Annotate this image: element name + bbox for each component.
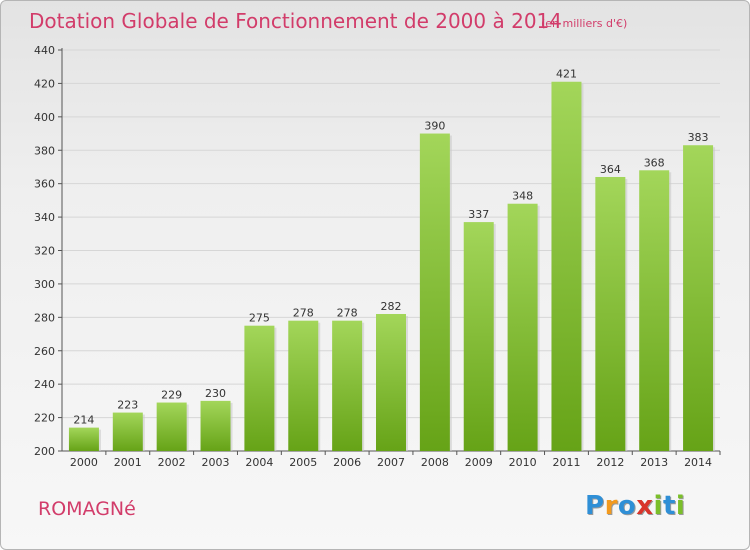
logo-letter: i — [675, 491, 686, 521]
bar — [507, 203, 538, 451]
bar-value-label: 229 — [161, 389, 182, 402]
bar — [595, 176, 626, 451]
y-tick-label: 380 — [34, 144, 55, 157]
bar-value-label: 282 — [381, 300, 402, 313]
logo-letter: i — [653, 491, 663, 521]
bar — [244, 325, 275, 451]
y-tick-label: 300 — [34, 278, 55, 291]
x-tick-label: 2011 — [552, 456, 580, 469]
y-tick-label: 280 — [34, 311, 55, 324]
bar — [68, 427, 99, 451]
commune-name: ROMAGNé — [38, 498, 136, 520]
x-tick-label: 2006 — [333, 456, 361, 469]
bar — [639, 170, 670, 452]
x-tick-label: 2012 — [596, 456, 624, 469]
x-tick-label: 2000 — [70, 456, 98, 469]
proxiti-logo: Proxiti — [585, 491, 685, 521]
x-tick-label: 2001 — [114, 456, 142, 469]
y-tick-label: 400 — [34, 111, 55, 124]
y-axis-ticks: 200 220 240 260 280 300 320 340 360 380 400 420 440 — [34, 44, 62, 458]
x-tick-label: 2010 — [509, 456, 537, 469]
chart-unit: (en milliers d'€) — [541, 17, 628, 30]
bar-value-label: 421 — [556, 68, 577, 81]
bar-value-label: 278 — [293, 307, 314, 320]
y-tick-label: 220 — [34, 412, 55, 425]
bar-value-label: 368 — [644, 156, 665, 169]
bar — [463, 222, 494, 451]
bar — [112, 412, 143, 451]
x-axis-ticks: 2000 2001 2002 2003 2004 2005 2006 2007 2008 2009… — [70, 451, 721, 469]
y-tick-label: 340 — [34, 211, 55, 224]
bar-value-label: 223 — [117, 399, 138, 412]
bar — [419, 133, 450, 451]
bar — [376, 313, 406, 451]
x-tick-label: 2002 — [158, 456, 186, 469]
bar — [332, 320, 363, 451]
bar — [551, 81, 582, 451]
logo-letter: o — [617, 491, 637, 521]
bar-value-label: 337 — [468, 208, 489, 221]
bar — [288, 320, 319, 451]
bar-value-label: 278 — [337, 307, 358, 320]
x-tick-label: 2013 — [640, 456, 668, 469]
y-tick-label: 260 — [34, 345, 55, 358]
bar-value-label: 348 — [512, 190, 533, 203]
x-tick-label: 2008 — [421, 456, 449, 469]
bar-value-label: 364 — [600, 163, 621, 176]
bar-value-label: 230 — [205, 387, 226, 400]
logo-letter: P — [585, 491, 605, 521]
y-tick-label: 360 — [34, 178, 55, 191]
bar-value-label: 214 — [73, 414, 94, 427]
x-tick-label: 2003 — [202, 456, 230, 469]
chart-title: Dotation Globale de Fonctionnement de 20… — [29, 9, 562, 33]
bar — [156, 402, 187, 451]
bar-value-label: 383 — [688, 131, 709, 144]
logo-letter: r — [604, 491, 618, 521]
x-tick-label: 2014 — [684, 456, 712, 469]
y-tick-label: 320 — [34, 245, 55, 258]
logo-letter: t — [662, 491, 676, 521]
x-tick-label: 2007 — [377, 456, 405, 469]
bars: 214 223 229 230 275 278 278 282 390 337 348 421 364 3… — [68, 68, 716, 452]
y-tick-label: 200 — [34, 445, 55, 458]
bar-value-label: 275 — [249, 312, 270, 325]
logo-letter: x — [636, 491, 654, 521]
y-tick-label: 240 — [34, 378, 55, 391]
bar — [200, 400, 231, 451]
x-tick-label: 2005 — [289, 456, 317, 469]
y-tick-label: 440 — [34, 44, 55, 57]
y-tick-label: 420 — [34, 77, 55, 90]
x-tick-label: 2004 — [245, 456, 273, 469]
x-tick-label: 2009 — [465, 456, 493, 469]
bar-value-label: 390 — [424, 120, 445, 133]
bar — [683, 145, 714, 452]
